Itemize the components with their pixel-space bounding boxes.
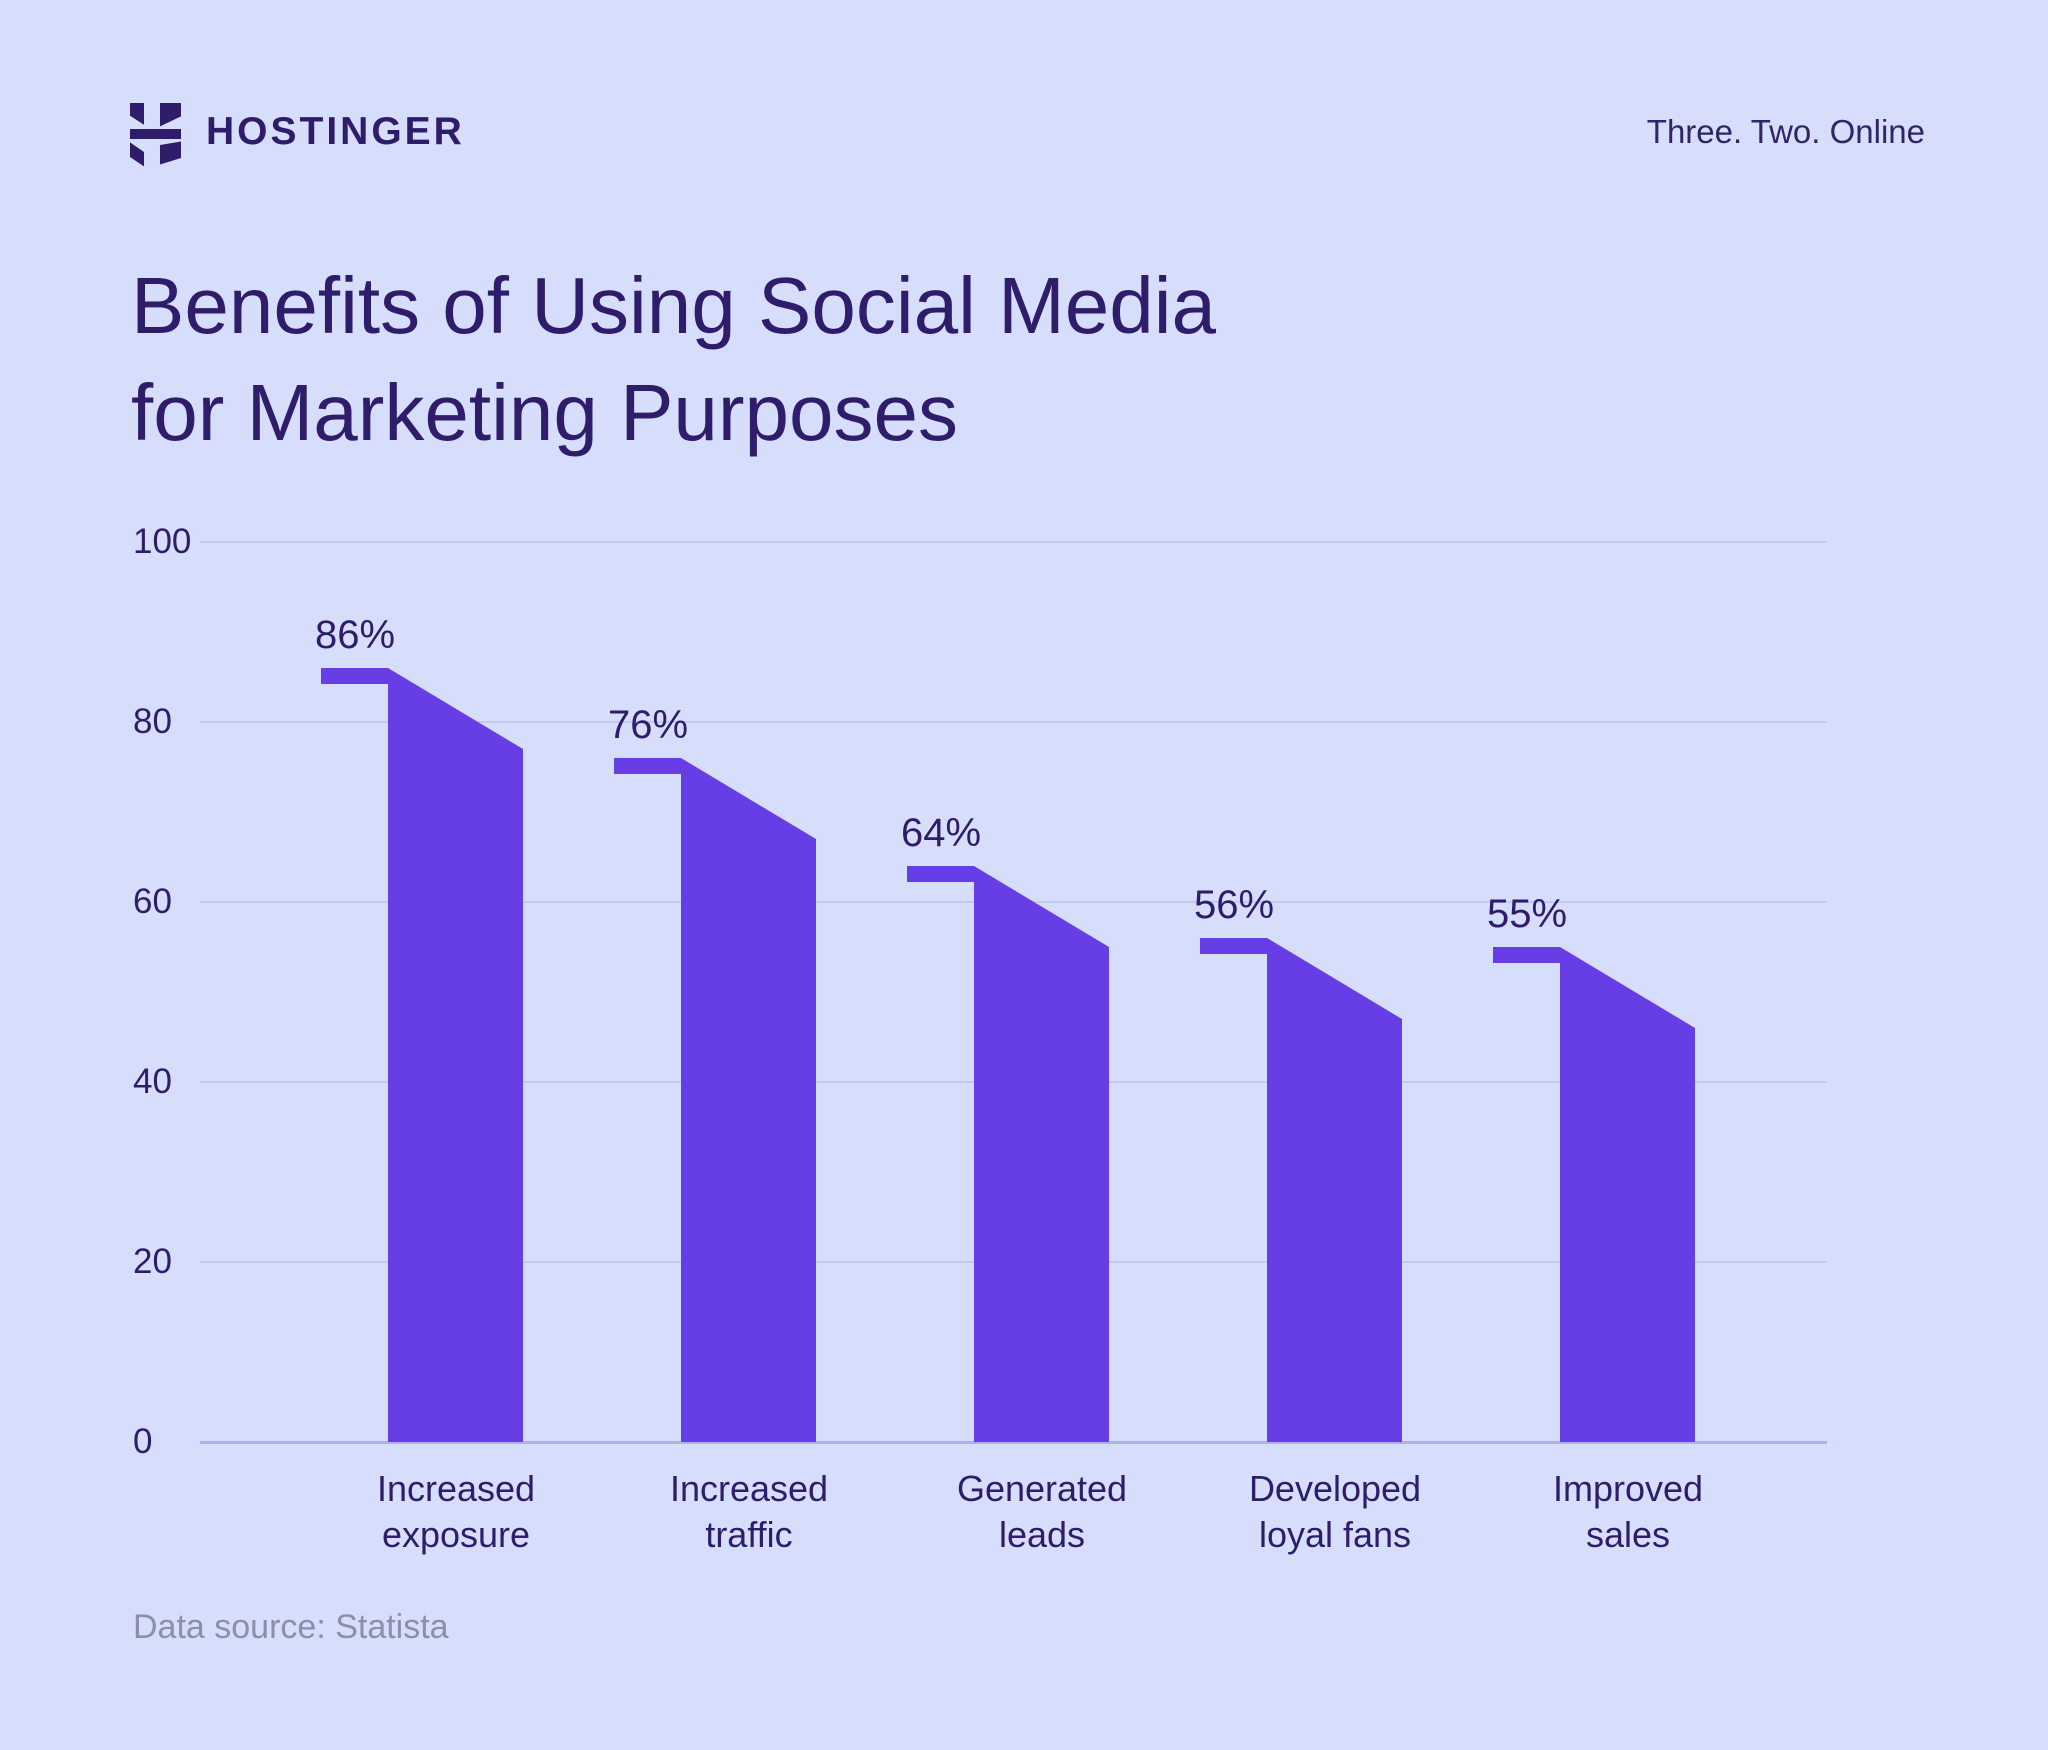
- gridline: [200, 721, 1827, 723]
- category-label-line2: traffic: [705, 1514, 793, 1555]
- data-source-note: Data source: Statista: [133, 1608, 449, 1646]
- category-label-line1: Increased: [376, 1468, 536, 1509]
- bar-value-label: 64%: [900, 811, 982, 855]
- category-label-line2: exposure: [381, 1514, 531, 1555]
- category-label-line1: Developed: [1248, 1468, 1422, 1509]
- brand-tagline: Three. Two. Online: [1646, 113, 1925, 150]
- chart-title: Benefits of Using Social Media for Marke…: [131, 252, 1216, 466]
- x-axis-line: [200, 1441, 1827, 1444]
- bar: [321, 668, 523, 1442]
- y-axis-tick-label: 80: [133, 702, 172, 741]
- category-label-line2: sales: [1585, 1514, 1671, 1555]
- category-label-line2: leads: [998, 1514, 1086, 1555]
- y-axis-tick-label: 40: [133, 1062, 172, 1101]
- y-axis-tick-label: 60: [133, 882, 172, 921]
- brand-wordmark: HOSTINGER: [206, 110, 465, 153]
- x-axis-category-label: Increased traffic: [589, 1466, 909, 1558]
- x-axis-category-label: Improved sales: [1468, 1466, 1788, 1558]
- bar: [907, 866, 1109, 1442]
- category-label-line1: Improved: [1552, 1468, 1704, 1509]
- bar-value-label: 56%: [1193, 883, 1275, 927]
- bar: [1493, 947, 1695, 1442]
- y-axis-tick-label: 0: [133, 1422, 153, 1461]
- gridline: [200, 541, 1827, 543]
- bar-value-label: 76%: [607, 703, 689, 747]
- chart-title-line2: for Marketing Purposes: [131, 368, 959, 457]
- x-axis-category-label: Increased exposure: [296, 1466, 616, 1558]
- category-label-line1: Increased: [669, 1468, 829, 1509]
- category-label-line1: Generated: [956, 1468, 1128, 1509]
- hostinger-logo-icon: [130, 103, 181, 167]
- bar: [614, 758, 816, 1442]
- chart-title-line1: Benefits of Using Social Media: [131, 261, 1216, 350]
- y-axis-tick-label: 100: [133, 522, 192, 561]
- x-axis-category-label: Generated leads: [882, 1466, 1202, 1558]
- x-axis-category-label: Developed loyal fans: [1175, 1466, 1495, 1558]
- bar-value-label: 55%: [1486, 892, 1568, 936]
- bar-value-label: 86%: [314, 613, 396, 657]
- category-label-line2: loyal fans: [1258, 1514, 1412, 1555]
- bar: [1200, 938, 1402, 1442]
- y-axis-tick-label: 20: [133, 1242, 172, 1281]
